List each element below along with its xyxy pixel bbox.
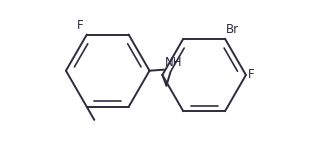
Text: F: F (77, 19, 84, 32)
Text: NH: NH (165, 56, 182, 69)
Text: F: F (248, 69, 255, 81)
Text: Br: Br (226, 23, 239, 36)
